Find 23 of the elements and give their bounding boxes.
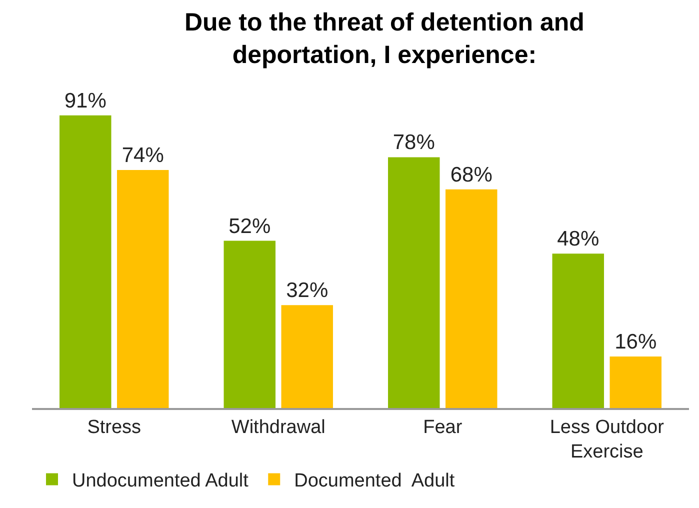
data-label: 16%	[614, 330, 657, 354]
bar	[610, 356, 662, 408]
x-tick-label: Withdrawal	[231, 416, 326, 438]
data-label: 52%	[228, 214, 271, 238]
data-label: 91%	[64, 89, 106, 112]
data-label: 48%	[557, 228, 600, 251]
data-label: 68%	[450, 163, 492, 186]
bar	[388, 157, 440, 408]
bar	[281, 305, 333, 408]
data-label: 74%	[122, 144, 164, 168]
x-tick-label: Fear	[423, 416, 463, 438]
x-tick-label: Stress	[87, 416, 142, 438]
bar	[60, 115, 112, 408]
x-tick-label: Less Outdoor Exercise	[550, 416, 665, 462]
bar	[446, 189, 498, 408]
legend-label: Undocumented Adult	[72, 470, 250, 492]
bar	[552, 254, 604, 408]
data-label: 78%	[392, 131, 435, 154]
bar	[117, 170, 169, 408]
legend-label: Documented Adult	[294, 470, 456, 492]
data-label: 32%	[286, 279, 328, 302]
bar	[224, 240, 276, 408]
chart-title: Due to the threat of detention and deportation, I experience:	[184, 8, 584, 69]
